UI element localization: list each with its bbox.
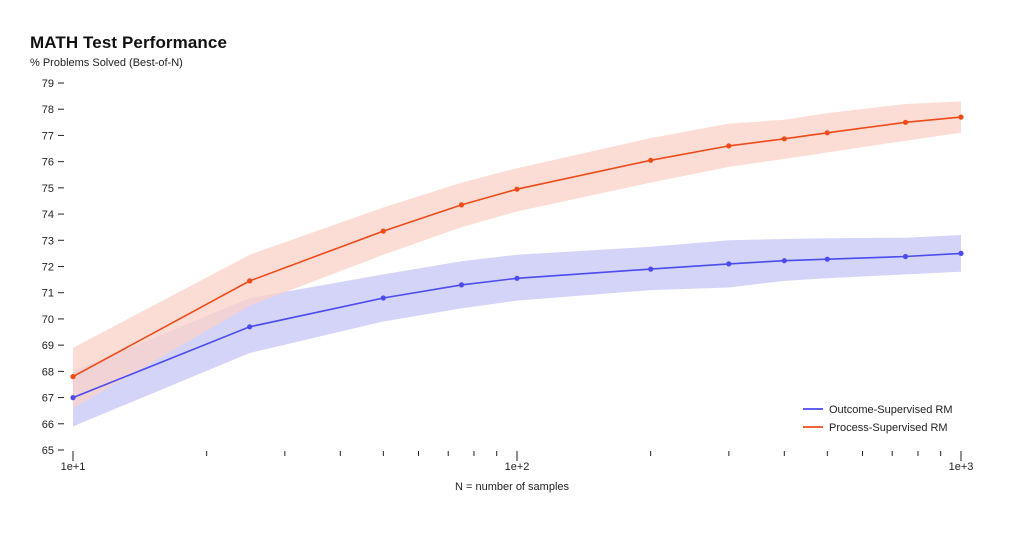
y-tick-label: 66 [42, 419, 54, 431]
y-tick-label: 78 [42, 104, 54, 116]
y-tick-label: 70 [42, 314, 54, 326]
series-band-0 [73, 235, 961, 427]
y-tick-label: 68 [42, 366, 54, 378]
y-tick-label: 76 [42, 157, 54, 169]
data-point [458, 282, 465, 288]
y-axis-label: % Problems Solved (Best-of-N) [30, 57, 183, 69]
data-point [958, 114, 964, 120]
y-tick-label: 69 [42, 340, 54, 352]
y-tick-label: 67 [42, 393, 54, 405]
data-point [781, 136, 787, 142]
data-point [458, 202, 465, 208]
data-point [70, 395, 76, 401]
y-tick-label: 79 [42, 78, 54, 90]
chart-title: MATH Test Performance [30, 33, 228, 52]
x-axis-label: N = number of samples [454, 481, 570, 493]
x-tick-label: 1e+2 [505, 461, 530, 473]
y-tick-label: 73 [42, 235, 54, 247]
series-band-1 [73, 101, 961, 409]
data-point [648, 157, 654, 163]
y-tick-label: 74 [42, 209, 54, 221]
data-point [726, 261, 732, 267]
x-axis: 1e+1 1e+2 1e+3 [61, 451, 974, 473]
y-tick-label: 72 [42, 262, 54, 274]
y-axis: 65 66 67 68 69 70 71 72 73 74 75 76 77 78 79 [42, 78, 64, 457]
data-point [247, 278, 253, 284]
y-tick-label: 77 [42, 130, 54, 142]
data-point [824, 130, 830, 136]
legend: Outcome-Supervised RM Process-Supervised … [803, 404, 953, 434]
data-point [781, 258, 787, 264]
x-tick-label: 1e+3 [949, 461, 974, 473]
x-tick-label: 1e+1 [61, 461, 86, 473]
data-point [648, 266, 654, 272]
data-point [902, 253, 909, 260]
data-point [726, 143, 732, 149]
data-point [902, 119, 909, 125]
data-point [380, 295, 386, 301]
y-tick-label: 71 [42, 288, 54, 300]
confidence-bands [73, 101, 961, 427]
y-tick-label: 75 [42, 183, 54, 195]
data-point [958, 250, 964, 256]
data-point [380, 228, 386, 234]
legend-label-1: Process-Supervised RM [829, 422, 948, 434]
data-point [824, 256, 830, 262]
y-tick-label: 65 [42, 445, 54, 457]
data-point [514, 275, 520, 281]
data-point [70, 374, 76, 380]
legend-label-0: Outcome-Supervised RM [829, 404, 953, 416]
data-point [514, 186, 520, 192]
series-points [70, 114, 964, 401]
data-point [247, 324, 253, 330]
